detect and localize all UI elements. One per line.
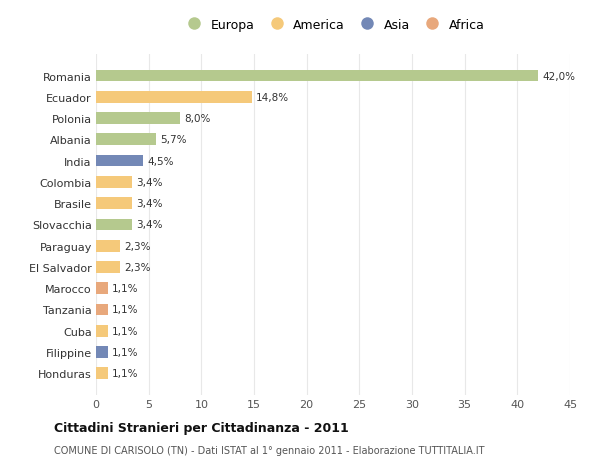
Text: Cittadini Stranieri per Cittadinanza - 2011: Cittadini Stranieri per Cittadinanza - 2… bbox=[54, 421, 349, 434]
Bar bbox=[96, 71, 538, 82]
Bar bbox=[96, 262, 120, 273]
Text: 1,1%: 1,1% bbox=[112, 305, 139, 315]
Bar bbox=[96, 134, 156, 146]
Text: 8,0%: 8,0% bbox=[184, 114, 211, 124]
Text: 14,8%: 14,8% bbox=[256, 93, 289, 102]
Legend: Europa, America, Asia, Africa: Europa, America, Asia, Africa bbox=[176, 14, 490, 37]
Bar bbox=[96, 241, 120, 252]
Bar bbox=[96, 92, 252, 103]
Bar bbox=[96, 177, 132, 188]
Text: 1,1%: 1,1% bbox=[112, 326, 139, 336]
Bar bbox=[96, 368, 107, 379]
Text: 5,7%: 5,7% bbox=[160, 135, 187, 145]
Text: 2,3%: 2,3% bbox=[124, 241, 151, 251]
Text: 2,3%: 2,3% bbox=[124, 263, 151, 272]
Bar bbox=[96, 347, 107, 358]
Bar bbox=[96, 156, 143, 167]
Text: 4,5%: 4,5% bbox=[148, 156, 174, 166]
Bar bbox=[96, 283, 107, 294]
Text: 42,0%: 42,0% bbox=[542, 71, 575, 81]
Bar bbox=[96, 219, 132, 231]
Text: 3,4%: 3,4% bbox=[136, 178, 163, 187]
Bar bbox=[96, 325, 107, 337]
Text: 3,4%: 3,4% bbox=[136, 220, 163, 230]
Text: 3,4%: 3,4% bbox=[136, 199, 163, 209]
Bar bbox=[96, 198, 132, 209]
Bar bbox=[96, 113, 180, 125]
Text: 1,1%: 1,1% bbox=[112, 369, 139, 379]
Text: COMUNE DI CARISOLO (TN) - Dati ISTAT al 1° gennaio 2011 - Elaborazione TUTTITALI: COMUNE DI CARISOLO (TN) - Dati ISTAT al … bbox=[54, 445, 485, 455]
Bar bbox=[96, 304, 107, 316]
Text: 1,1%: 1,1% bbox=[112, 284, 139, 294]
Text: 1,1%: 1,1% bbox=[112, 347, 139, 357]
